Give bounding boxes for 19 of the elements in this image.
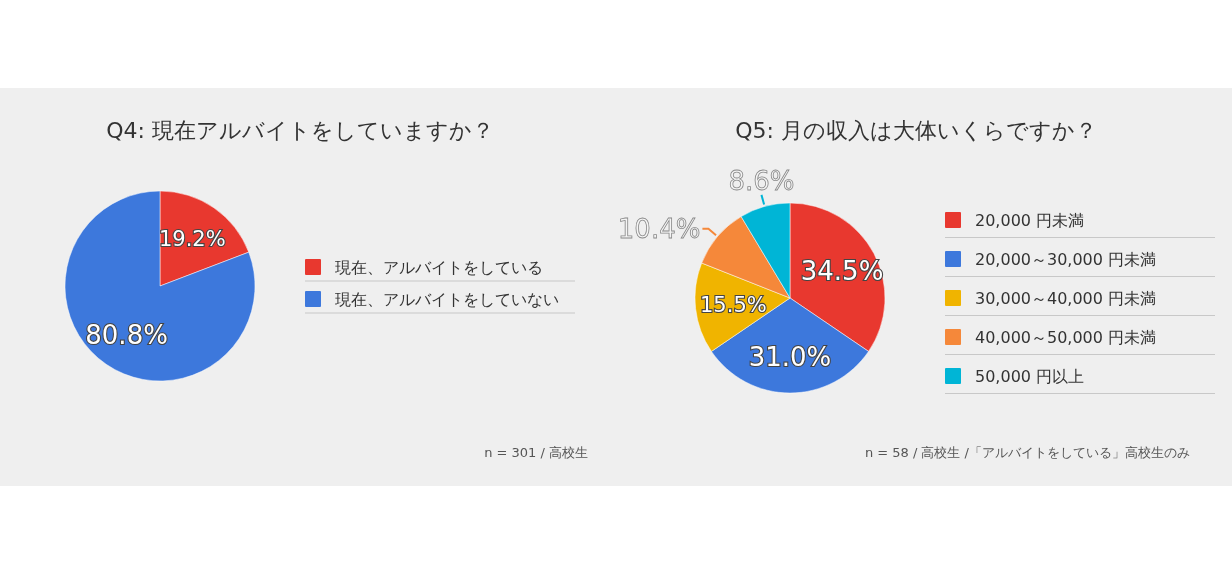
data-label: 19.2%	[158, 227, 226, 252]
data-label: 10.4%	[617, 213, 701, 244]
legend-label: 20,000 円未満	[975, 210, 1085, 230]
pie-slice	[64, 190, 256, 382]
chart-title: Q5: 月の収入は大体いくらですか？	[735, 118, 1097, 143]
data-label: 15.5%	[699, 292, 767, 317]
legend-label: 30,000～40,000 円未満	[975, 288, 1157, 308]
legend-label: 50,000 円以上	[975, 366, 1085, 386]
legend-label: 20,000～30,000 円未満	[975, 249, 1157, 269]
data-label: 34.5%	[800, 255, 884, 286]
data-label: 80.8%	[85, 319, 168, 350]
text: n = 58 / 高校生 /「アルバイトをしている」高校生のみ	[864, 444, 1190, 460]
data-label: 31.0%	[748, 342, 832, 372]
legend-label: 現在、アルバイトをしている	[335, 257, 543, 277]
data-label: 8.6%	[728, 165, 795, 196]
chart-title: Q4: 現在アルバイトをしていますか？	[106, 118, 494, 143]
text: n = 301 / 高校生	[484, 444, 588, 460]
legend-label: 40,000～50,000 円未満	[975, 327, 1157, 347]
legend-label: 現在、アルバイトをしていない	[335, 289, 559, 309]
